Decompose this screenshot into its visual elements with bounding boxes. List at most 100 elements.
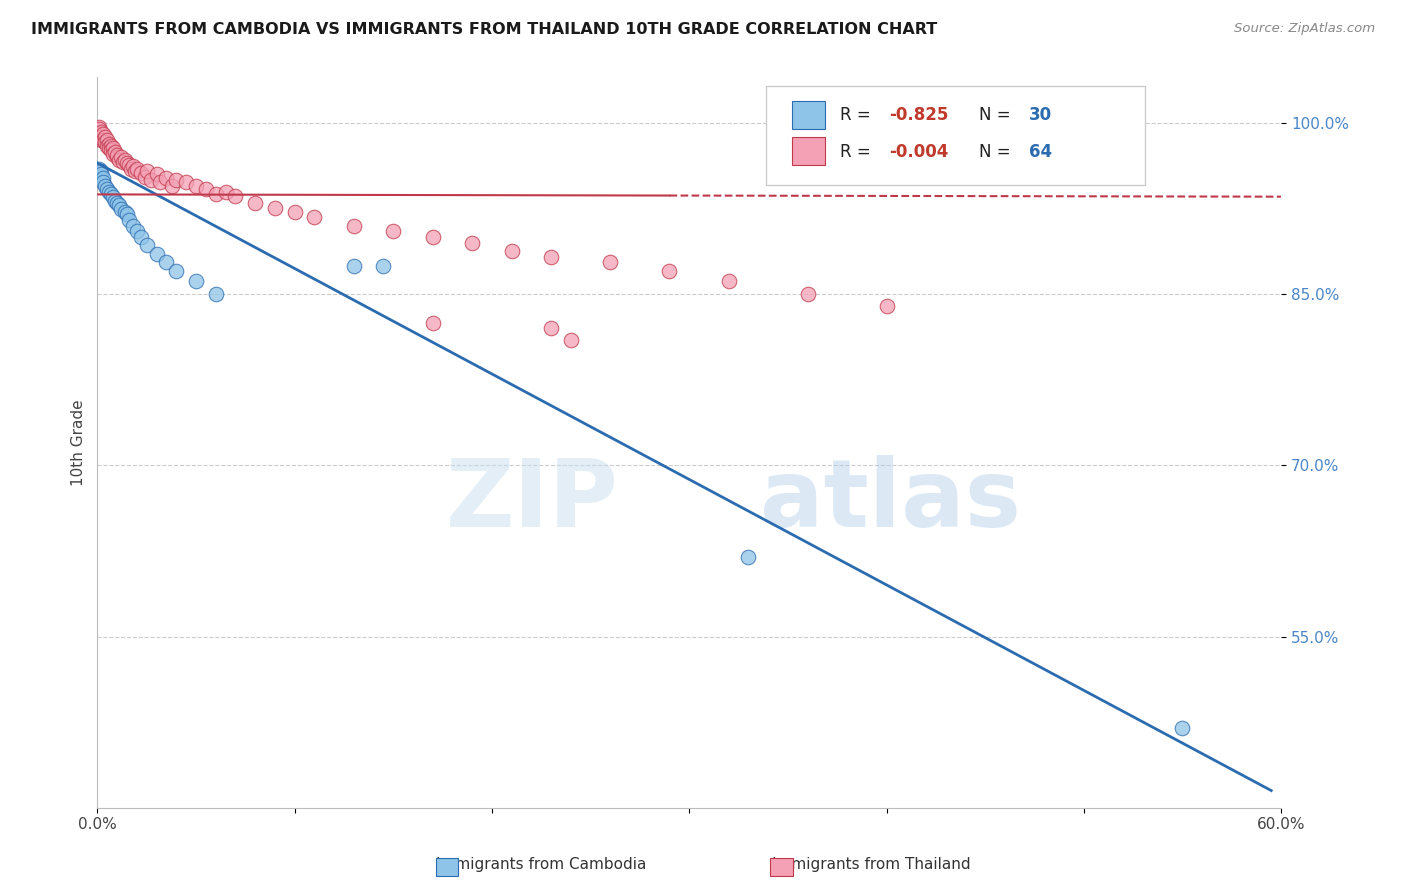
Point [94,178,117,193]
Point [184,178,207,193]
Point [264,201,287,215]
Point [96,133,118,147]
Point [96,139,118,153]
Point [101,147,124,161]
Point [91,175,114,189]
Point [1171,721,1194,735]
Point [501,244,523,258]
Point [104,145,127,159]
Point [90,164,112,178]
Point [204,287,226,301]
Text: Immigrants from Cambodia: Immigrants from Cambodia [436,857,647,872]
Point [174,175,197,189]
Point [90,133,112,147]
Point [100,186,122,201]
Point [129,230,152,244]
Point [91,128,114,142]
Point [214,185,236,199]
Text: Source: ZipAtlas.com: Source: ZipAtlas.com [1234,22,1375,36]
Point [162,178,184,193]
Point [100,144,122,158]
Point [108,153,131,167]
Point [560,333,582,347]
Point [121,160,143,174]
Point [155,255,177,269]
Point [96,182,118,196]
Bar [792,101,825,128]
Point [155,170,177,185]
Point [134,169,156,184]
Point [90,129,112,144]
Point [121,219,143,233]
Point [91,133,114,147]
Point [540,321,562,335]
Text: 30: 30 [1029,106,1052,124]
Point [135,238,157,252]
FancyBboxPatch shape [766,87,1144,185]
Point [194,182,217,196]
Point [373,259,395,273]
Point [100,139,122,153]
Text: R =: R = [839,143,876,161]
Point [658,264,681,278]
Text: Immigrants from Thailand: Immigrants from Thailand [772,857,972,872]
Point [139,173,162,187]
Point [111,154,134,169]
Point [284,205,307,219]
Point [129,166,152,180]
Point [422,316,444,330]
Point [125,225,148,239]
Point [118,213,141,227]
Point [115,156,138,170]
Point [876,299,898,313]
Point [115,207,138,221]
Y-axis label: 10th Grade: 10th Grade [72,400,86,486]
Point [89,128,111,142]
Text: -0.004: -0.004 [889,143,949,161]
Point [304,210,326,224]
Point [114,205,136,219]
Point [101,190,124,204]
Point [89,161,111,176]
Point [104,194,127,208]
Point [91,170,114,185]
Point [149,175,172,189]
Point [165,173,187,187]
Point [94,136,117,150]
Point [110,202,132,216]
Point [105,150,128,164]
Point [717,274,740,288]
Point [184,274,207,288]
Text: N =: N = [979,143,1017,161]
Point [145,168,167,182]
Point [461,235,484,250]
Point [114,153,136,167]
Point [105,196,128,211]
Point [98,141,121,155]
Point [120,161,142,176]
Point [343,219,366,233]
Point [94,129,117,144]
Point [89,120,111,134]
Point [90,168,112,182]
Point [737,549,759,564]
Point [118,158,141,172]
Point [204,186,226,201]
Point [382,225,405,239]
Text: R =: R = [839,106,876,124]
Point [165,264,187,278]
Text: ZIP: ZIP [446,455,619,547]
Text: IMMIGRANTS FROM CAMBODIA VS IMMIGRANTS FROM THAILAND 10TH GRADE CORRELATION CHAR: IMMIGRANTS FROM CAMBODIA VS IMMIGRANTS F… [31,22,938,37]
Point [422,230,444,244]
Point [135,164,157,178]
Point [224,189,246,203]
Point [105,148,128,162]
Point [108,198,131,212]
Point [98,185,121,199]
Point [110,150,132,164]
Point [540,250,562,264]
Point [89,121,111,136]
Point [599,255,621,269]
Point [145,247,167,261]
Point [101,141,124,155]
